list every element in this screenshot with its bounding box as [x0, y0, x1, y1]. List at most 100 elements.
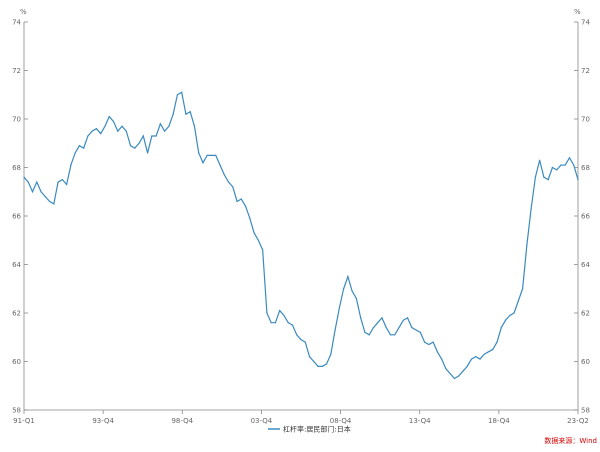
- series-point: [377, 322, 379, 324]
- left-y-tick-label: 68: [12, 164, 21, 172]
- series-point: [479, 358, 481, 360]
- series-point: [53, 203, 55, 205]
- series-point: [138, 142, 140, 144]
- series-point: [304, 341, 306, 343]
- right-y-tick-label: 68: [581, 164, 590, 172]
- series-point: [78, 145, 80, 147]
- series-point: [223, 174, 225, 176]
- series-point: [364, 331, 366, 333]
- series-point: [513, 312, 515, 314]
- series-point: [355, 297, 357, 300]
- series-point: [23, 176, 25, 178]
- series-point: [539, 159, 541, 161]
- series-point: [70, 164, 72, 166]
- chart-axes: [23, 22, 579, 411]
- series-point: [385, 326, 387, 329]
- series-point: [125, 130, 127, 132]
- series-point: [406, 317, 409, 319]
- series-point: [436, 351, 438, 353]
- series-point: [215, 154, 217, 156]
- right-y-tick-label: 60: [581, 358, 590, 366]
- series-point: [330, 353, 332, 355]
- series-point: [219, 164, 221, 166]
- series-point: [313, 360, 315, 363]
- series-point: [360, 317, 362, 319]
- left-y-tick-label: 60: [12, 358, 21, 366]
- series-point: [202, 162, 204, 164]
- left-y-axis-ticks: 58 60 62 64 66 68 70 72 74: [12, 19, 28, 415]
- series-point: [381, 317, 383, 319]
- series-point: [291, 324, 294, 326]
- legend[interactable]: 杠杆率:居民部门:日本: [268, 425, 351, 434]
- series-point: [551, 166, 554, 169]
- series-point: [458, 375, 460, 377]
- series-point: [262, 249, 264, 251]
- series-point: [475, 356, 477, 358]
- series-point: [445, 368, 447, 370]
- series-point: [159, 123, 161, 125]
- series-point: [104, 125, 106, 127]
- series-point: [300, 339, 302, 341]
- series-point: [176, 94, 179, 96]
- series-point: [185, 113, 187, 115]
- series-point: [296, 334, 298, 336]
- series-point: [573, 164, 575, 166]
- series-point: [83, 147, 85, 149]
- series-point: [279, 309, 281, 312]
- left-y-axis-unit: %: [20, 8, 27, 16]
- series-point: [48, 200, 51, 203]
- series-point: [449, 373, 451, 375]
- series-point: [504, 319, 507, 321]
- series-point: [227, 181, 230, 183]
- series-point: [308, 356, 311, 358]
- series-point: [253, 232, 255, 234]
- series-point: [338, 307, 340, 309]
- series-point: [534, 176, 536, 178]
- right-y-tick-label: 72: [581, 67, 590, 75]
- series-point: [411, 326, 413, 329]
- series-point: [470, 358, 473, 360]
- left-y-tick-label: 66: [12, 213, 21, 221]
- series-point: [543, 176, 545, 178]
- series-point: [232, 186, 234, 188]
- series-point: [568, 157, 571, 159]
- x-tick-label: 03-Q4: [251, 417, 273, 425]
- series-point: [402, 319, 404, 321]
- series-point: [522, 288, 524, 290]
- series-point: [394, 334, 396, 336]
- left-y-tick-label: 58: [12, 407, 21, 415]
- series-point: [317, 365, 319, 367]
- series-point: [441, 358, 443, 360]
- series-point: [27, 181, 29, 183]
- x-tick-label: 93-Q4: [92, 417, 114, 425]
- series-point: [172, 113, 174, 115]
- series-point: [121, 125, 123, 127]
- series-point: [428, 343, 430, 346]
- right-y-tick-label: 62: [581, 310, 590, 318]
- series-point: [36, 181, 38, 183]
- series-point: [236, 200, 238, 203]
- series-point: [496, 341, 498, 343]
- left-y-tick-label: 70: [12, 116, 21, 124]
- x-tick-label: 18-Q4: [488, 417, 510, 425]
- series-point: [547, 179, 549, 181]
- series-point: [134, 147, 136, 149]
- series-point: [91, 130, 93, 132]
- series-point: [74, 152, 76, 154]
- series-point: [66, 183, 68, 186]
- left-y-tick-label: 62: [12, 310, 21, 318]
- series-point: [40, 191, 42, 193]
- series-point: [112, 120, 115, 123]
- series-point: [100, 132, 102, 135]
- series-point: [321, 365, 323, 367]
- series-point: [142, 135, 144, 137]
- series-line-household-leverage-japan: [23, 91, 579, 380]
- series-point: [151, 135, 153, 137]
- series-point: [466, 365, 468, 367]
- x-tick-label: 91-Q1: [13, 417, 35, 425]
- series-point: [44, 196, 46, 198]
- series-point: [240, 198, 242, 200]
- series-point: [57, 181, 59, 183]
- series-point: [287, 322, 289, 324]
